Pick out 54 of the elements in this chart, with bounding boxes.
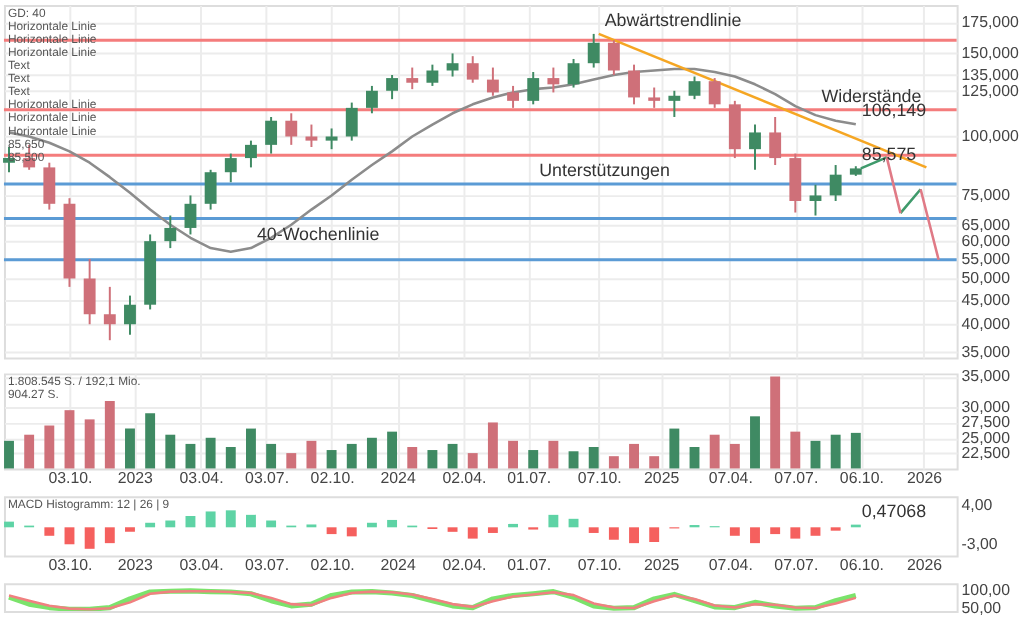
- x-tick-label: 2025: [644, 556, 681, 575]
- x-tick-label: 01.07.: [507, 469, 552, 488]
- annotation: 0,47068: [861, 500, 927, 521]
- x-tick-label: 2023: [117, 469, 155, 488]
- y-tick-label: 65,000: [961, 215, 1012, 234]
- annotation: Abwärtstrendlinie: [604, 9, 742, 30]
- y-tick-label: 125,000: [961, 81, 1020, 100]
- x-tick-label: 2026: [906, 556, 944, 575]
- x-tick-label: 2024: [380, 556, 417, 575]
- x-tick-label: 2025: [644, 469, 681, 488]
- x-tick-label: 07.10.: [577, 469, 622, 488]
- y-tick-label: 35,000: [961, 367, 1012, 386]
- x-tick-label: 03.10.: [48, 469, 93, 488]
- x-tick-label: 01.07.: [507, 556, 552, 575]
- y-tick-label: 25,000: [961, 428, 1012, 447]
- y-tick-label: 50,000: [961, 269, 1012, 288]
- y-tick-label: 150,000: [961, 44, 1020, 63]
- x-tick-label: 07.07.: [774, 469, 819, 488]
- y-tick-label: 22,500: [961, 444, 1012, 463]
- x-tick-label: 2024: [380, 469, 417, 488]
- y-tick-label: 75,000: [961, 186, 1012, 205]
- x-tick-label: 03.07.: [245, 469, 290, 488]
- y-tick-label: 175,000: [961, 12, 1020, 31]
- y-tick-label: 50,00: [961, 598, 1003, 617]
- x-tick-label: 02.04.: [442, 556, 487, 575]
- x-tick-label: 2026: [906, 469, 944, 488]
- y-tick-label: 35,000: [961, 342, 1012, 361]
- x-tick-label: 2023: [117, 556, 155, 575]
- y-tick-label: 55,000: [961, 249, 1012, 268]
- y-tick-label: 27,500: [961, 413, 1012, 432]
- x-tick-label: 07.04.: [708, 556, 753, 575]
- x-tick-label: 07.10.: [577, 556, 622, 575]
- x-tick-label: 03.10.: [48, 556, 93, 575]
- x-tick-label: 02.10.: [310, 556, 355, 575]
- annotation: Unterstützungen: [539, 160, 670, 181]
- x-tick-label: 03.07.: [245, 556, 290, 575]
- y-tick-label: 45,000: [961, 291, 1012, 310]
- x-tick-label: 03.04.: [179, 469, 224, 488]
- y-tick-label: 60,000: [961, 232, 1012, 251]
- y-tick-label: -3,00: [961, 535, 999, 554]
- y-tick-label: 4,00: [961, 495, 994, 514]
- x-tick-label: 02.10.: [310, 469, 355, 488]
- x-tick-label: 07.07.: [774, 556, 819, 575]
- y-tick-label: 100,000: [961, 127, 1020, 146]
- y-tick-label: 40,000: [961, 315, 1012, 334]
- y-tick-label: 30,000: [961, 398, 1012, 417]
- y-tick-label: 100,00: [961, 581, 1012, 600]
- x-tick-label: 02.04.: [442, 469, 487, 488]
- x-tick-label: 07.04.: [708, 469, 753, 488]
- x-tick-label: 06.10.: [839, 556, 884, 575]
- x-tick-label: 06.10.: [839, 469, 884, 488]
- y-tick-label: 135,000: [961, 65, 1020, 84]
- x-tick-label: 03.04.: [179, 556, 224, 575]
- annotation: Widerstände: [821, 85, 922, 106]
